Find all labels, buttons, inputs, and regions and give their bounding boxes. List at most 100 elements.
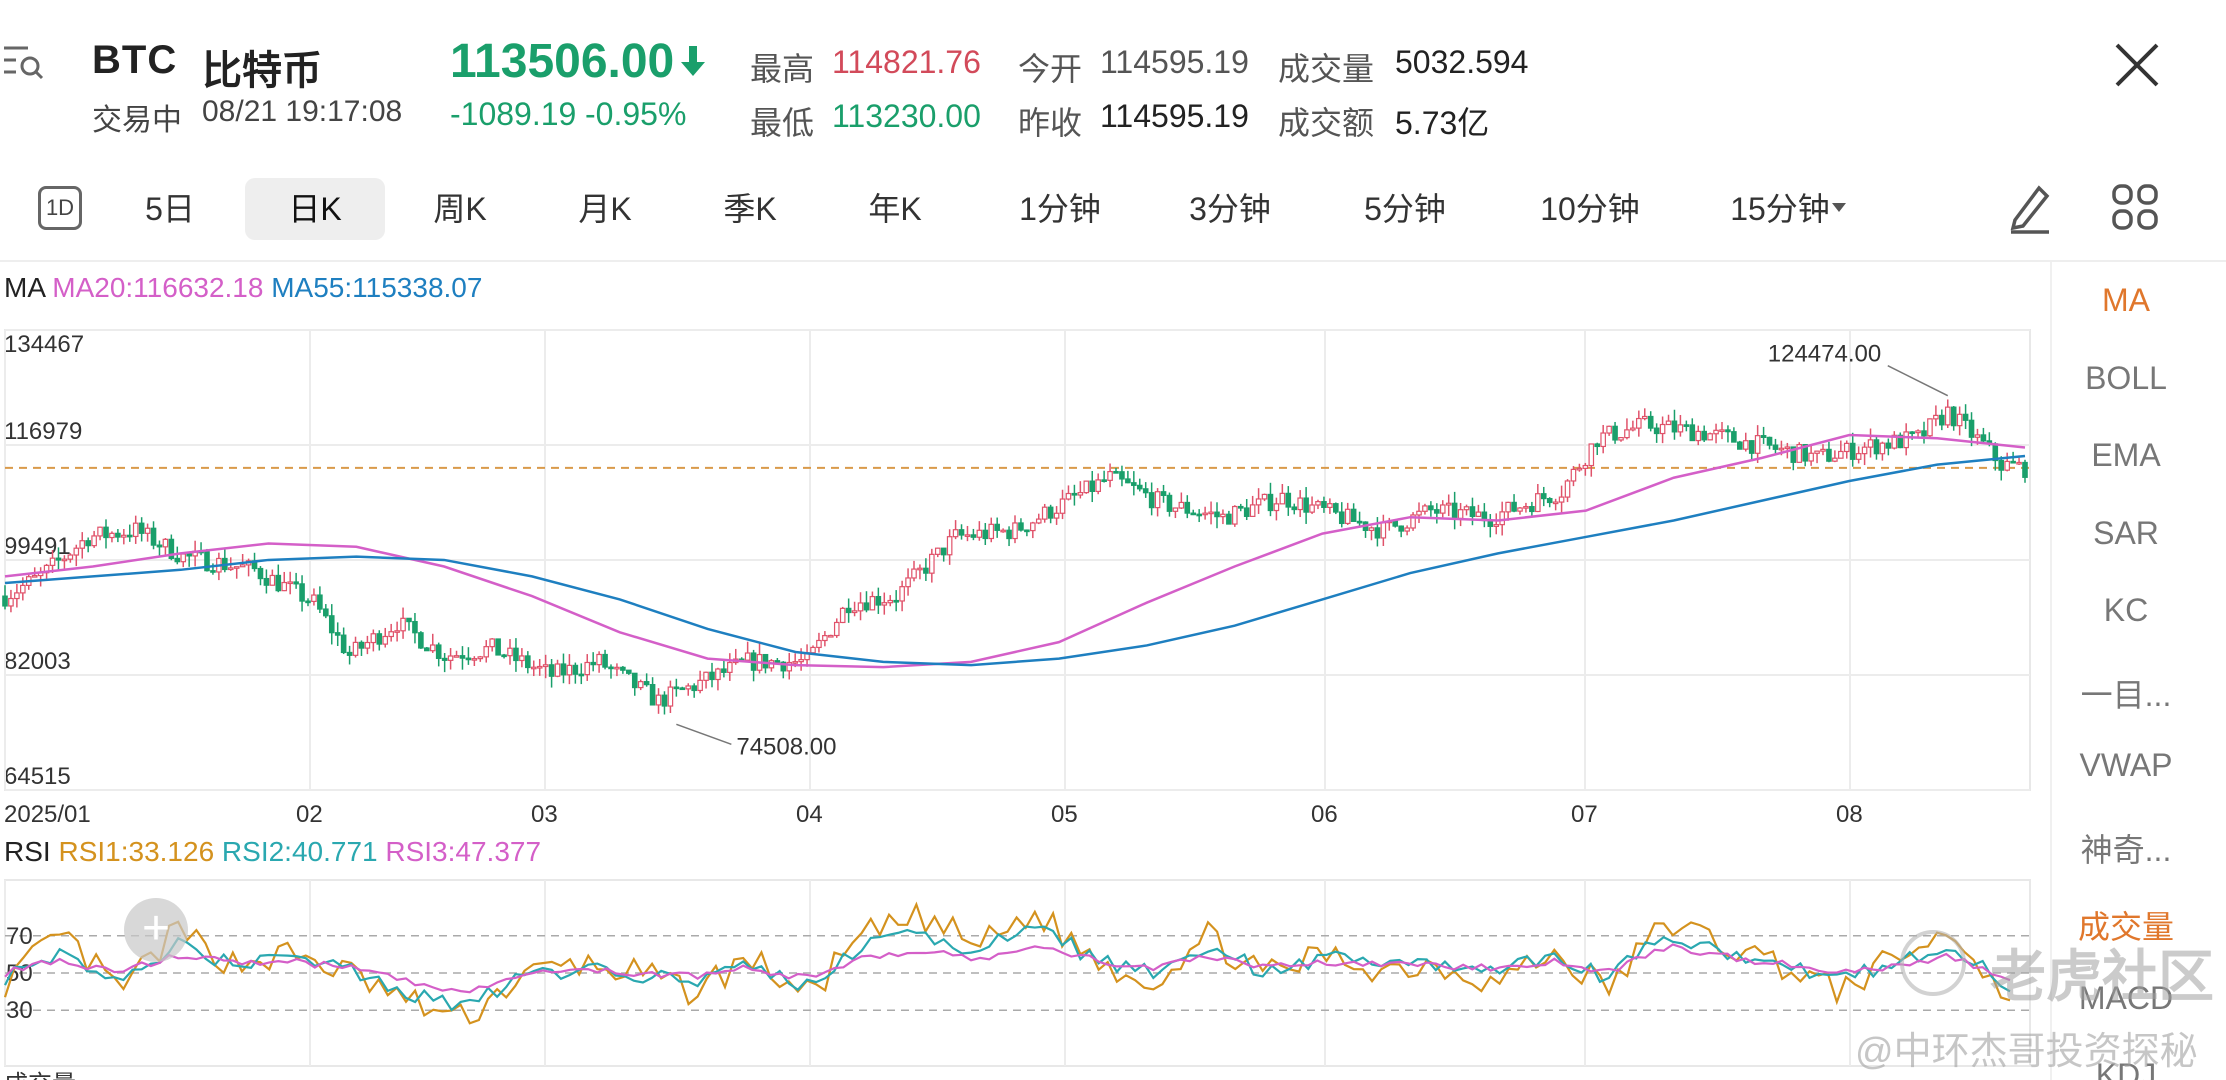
candle-body [1196, 513, 1202, 517]
candle-body [1279, 492, 1286, 505]
candle-body [952, 529, 959, 538]
tab-1min[interactable]: 1分钟 [1019, 191, 1101, 227]
rsi-line-rsi3 [4, 943, 2011, 994]
ma-line-ma55 [4, 454, 2026, 667]
candle-body [61, 558, 68, 562]
indicator-5[interactable]: 一目... [2080, 676, 2172, 713]
tab-5min[interactable]: 5分钟 [1364, 191, 1446, 227]
indicator-2[interactable]: EMA [2091, 437, 2161, 473]
candle-body [649, 684, 656, 706]
candle-body [73, 547, 80, 556]
candle-body [1327, 503, 1333, 508]
tab-quarterly-k[interactable]: 季K [723, 191, 777, 227]
candle-body [1451, 502, 1458, 520]
indicator-1[interactable]: BOLL [2085, 359, 2167, 396]
indicator-8[interactable]: 成交量 [2077, 909, 2174, 945]
candle-body [1024, 529, 1030, 533]
candle-body [893, 599, 899, 603]
indicator-10[interactable]: KDJ [2095, 1057, 2157, 1080]
candle-body [1606, 425, 1612, 434]
tab-3min[interactable]: 3分钟 [1189, 191, 1271, 227]
candle-body [168, 538, 175, 560]
candle-body [1677, 424, 1684, 433]
rsi-level-label: 30 [6, 997, 33, 1024]
candle-body [1962, 413, 1969, 421]
candle-body [1178, 501, 1185, 509]
candle-body [471, 658, 478, 661]
candle-body [31, 574, 38, 578]
indicator-9[interactable]: MACD [2078, 979, 2174, 1016]
x-tick-label: 08 [1836, 801, 1863, 828]
candle-body [1838, 450, 1844, 459]
grid-layout-icon[interactable] [2110, 182, 2160, 232]
candle-body [1517, 507, 1523, 512]
indicator-6[interactable]: VWAP [2079, 747, 2173, 783]
rsi-level-label: 70 [6, 923, 33, 950]
candle-body [881, 602, 888, 606]
candle-body [744, 652, 751, 661]
tab-5day[interactable]: 5日 [145, 191, 195, 227]
candle-body [1439, 504, 1446, 514]
candle-body [257, 567, 264, 580]
x-tick-label: 05 [1051, 801, 1078, 828]
x-tick-label: 07 [1571, 801, 1598, 828]
rsi-line-rsi2 [4, 925, 2011, 1012]
ma20-value: MA20:116632.18 [52, 272, 264, 303]
close-icon[interactable] [2112, 40, 2162, 90]
candle-body [1083, 480, 1090, 494]
indicator-7[interactable]: 神奇... [2080, 831, 2172, 868]
candle-body [536, 665, 543, 669]
candle-body [548, 664, 555, 677]
tab-yearly-k[interactable]: 年K [868, 191, 922, 227]
max-annotation: 124474.00 [1768, 341, 1881, 368]
candle-body [1113, 470, 1119, 474]
candle-body [394, 630, 400, 633]
tab-15min[interactable]: 15分钟 [1730, 191, 1830, 227]
candle-body [1832, 457, 1838, 462]
rsi1-value: RSI1:33.126 [58, 836, 215, 867]
y-tick-label: 99491 [4, 533, 71, 560]
candle-body [1950, 406, 1957, 427]
candle-body [1766, 436, 1773, 446]
candle-body [1030, 522, 1036, 532]
indicator-4[interactable]: KC [2103, 592, 2149, 628]
candle-body [929, 553, 935, 574]
candle-body [1927, 418, 1933, 437]
candle-body [233, 566, 240, 569]
indicator-0[interactable]: MA [2102, 282, 2150, 318]
candle-body [697, 679, 703, 692]
candle-body [1154, 491, 1161, 509]
candle-body [1659, 423, 1666, 435]
tab-10min[interactable]: 10分钟 [1540, 191, 1640, 227]
candle-body [1939, 414, 1945, 426]
candle-body [1843, 442, 1850, 453]
candle-body [1434, 509, 1440, 514]
candle-body [1338, 511, 1345, 525]
candle-body [899, 586, 905, 602]
high-label: 最高 [750, 51, 815, 87]
candle-body [97, 526, 103, 537]
candle-body [1273, 503, 1280, 512]
menu-search-icon[interactable] [2, 40, 46, 84]
dropdown-caret-icon[interactable] [1830, 200, 1848, 219]
plus-button[interactable]: + [124, 898, 188, 962]
draw-pen-icon[interactable] [2005, 180, 2055, 236]
tab-daily-k[interactable]: 日K [245, 178, 385, 240]
candle-body [1665, 420, 1672, 426]
indicator-3[interactable]: SAR [2093, 514, 2159, 551]
candle-body [774, 660, 781, 663]
candle-body [453, 655, 460, 658]
volume-value: 5032.594 [1395, 44, 1529, 80]
tab-1d[interactable]: 1D [38, 186, 82, 230]
tab-weekly-k[interactable]: 周K [433, 191, 487, 227]
price-chart[interactable]: 134467 116979 99491 82003 64515 2025/01 02 03 04… [0, 300, 2040, 830]
bottom-volume-label: 成交量 [4, 1064, 76, 1080]
tab-monthly-k[interactable]: 月K [578, 191, 632, 227]
candle-body [1041, 506, 1048, 520]
candle-body [1653, 427, 1660, 435]
watermark-author: @中环杰哥投资探秘 [1855, 1031, 2198, 1073]
candle-body [917, 567, 923, 571]
candle-body [477, 656, 484, 660]
candle-body [1624, 429, 1630, 439]
